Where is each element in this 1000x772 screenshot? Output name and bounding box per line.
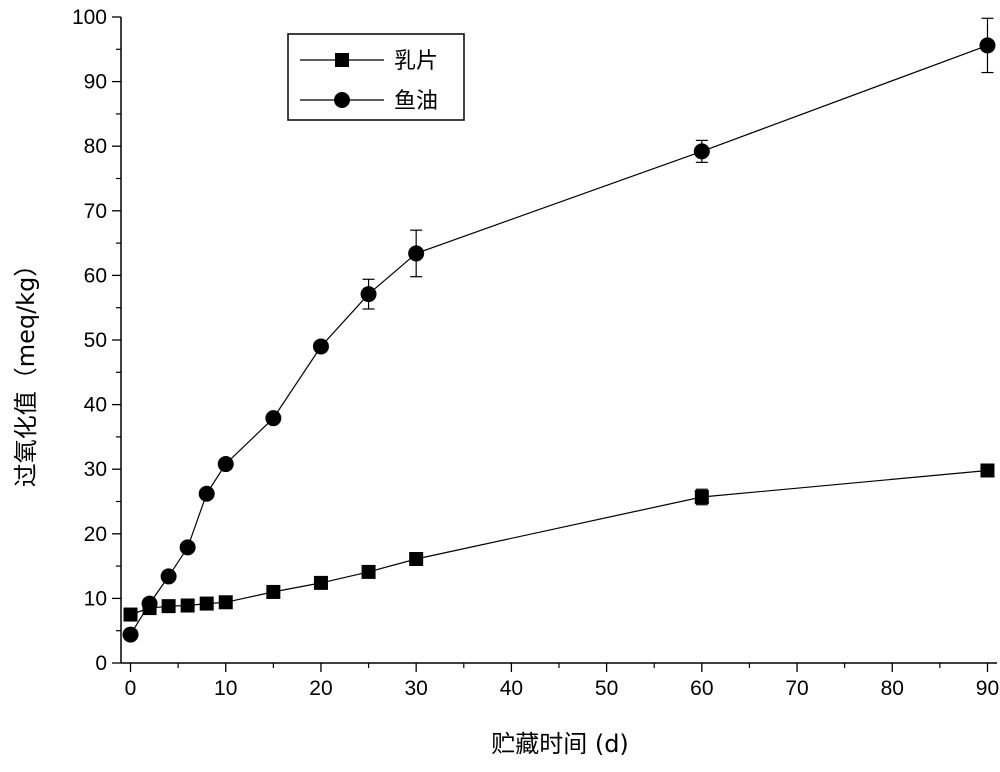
data-point-circle	[180, 539, 196, 555]
data-point-circle	[199, 486, 215, 502]
x-tick-label: 40	[500, 677, 523, 700]
legend: 乳片 鱼油	[288, 34, 464, 120]
y-tick-label: 0	[95, 652, 107, 675]
data-point-circle	[142, 596, 158, 612]
y-tick-label: 10	[84, 587, 107, 610]
data-point-square	[200, 597, 214, 611]
data-point-circle	[265, 410, 281, 426]
y-axis-title: 过氧化值（meq/kg）	[12, 253, 40, 488]
legend-label-1: 乳片	[394, 49, 438, 74]
x-tick-label: 30	[404, 677, 427, 700]
data-point-square	[980, 463, 994, 477]
y-tick-label: 40	[84, 394, 107, 417]
x-tick-label: 80	[881, 677, 904, 700]
y-tick-label: 60	[84, 264, 107, 287]
data-point-square	[409, 552, 423, 566]
y-tick-label: 90	[84, 71, 107, 94]
x-ticks: 0 10 20 30 40 50 60 70 80 90	[125, 663, 999, 700]
legend-marker-square	[335, 53, 349, 67]
y-tick-label: 100	[72, 6, 107, 29]
data-point-circle	[408, 245, 424, 261]
axes	[121, 17, 997, 663]
series-2	[123, 18, 996, 642]
x-tick-label: 10	[214, 677, 237, 700]
x-tick-label: 90	[976, 677, 999, 700]
legend-label-2: 鱼油	[394, 89, 438, 114]
x-tick-label: 70	[785, 677, 808, 700]
series-layer	[123, 18, 996, 642]
y-tick-label: 30	[84, 458, 107, 481]
y-tick-label: 50	[84, 329, 107, 352]
x-axis-title: 贮藏时间 (d)	[491, 730, 629, 758]
series-line	[131, 471, 988, 615]
data-point-circle	[123, 627, 139, 643]
data-point-square	[162, 599, 176, 613]
series-line	[131, 45, 988, 634]
data-point-square	[314, 576, 328, 590]
data-point-square	[124, 608, 138, 622]
y-tick-label: 70	[84, 200, 107, 223]
y-tick-label: 80	[84, 135, 107, 158]
data-point-square	[181, 599, 195, 613]
data-point-circle	[161, 568, 177, 584]
x-tick-label: 20	[309, 677, 332, 700]
x-tick-label: 60	[690, 677, 713, 700]
x-tick-label: 50	[595, 677, 618, 700]
legend-marker-circle	[334, 92, 350, 108]
data-point-circle	[313, 338, 329, 354]
x-tick-label: 0	[125, 677, 137, 700]
data-point-circle	[361, 286, 377, 302]
data-point-square	[362, 565, 376, 579]
y-tick-label: 20	[84, 523, 107, 546]
data-point-square	[219, 595, 233, 609]
data-point-circle	[694, 143, 710, 159]
data-point-square	[266, 585, 280, 599]
data-point-circle	[218, 456, 234, 472]
data-point-square	[695, 490, 709, 504]
y-ticks: 0 10 20 30 40 50 60 70 80 90 100	[72, 6, 121, 675]
data-point-circle	[979, 37, 995, 53]
series-1	[124, 463, 995, 621]
